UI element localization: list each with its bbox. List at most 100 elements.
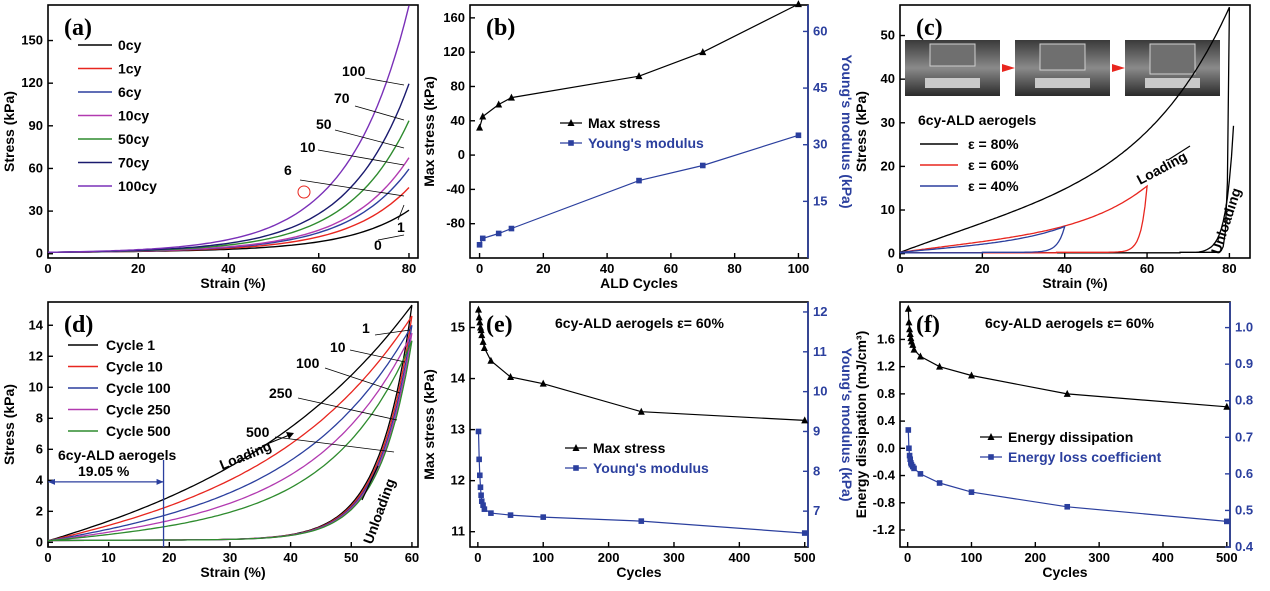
y-tick-label: 4 <box>36 472 44 487</box>
legend-entry: Cycle 250 <box>106 402 171 418</box>
data-point <box>507 93 515 101</box>
curve-leader <box>324 367 401 394</box>
legend-marker <box>988 454 994 460</box>
legend-marker <box>568 140 574 146</box>
curve-leader <box>274 436 395 453</box>
y-tick-label: 0 <box>36 246 43 261</box>
loading-arrow <box>1167 145 1191 161</box>
y2-tick-label: 7 <box>813 503 820 518</box>
y2-tick-label: 60 <box>813 23 827 38</box>
legend-entry: Young's modulus <box>588 135 704 151</box>
data-point <box>481 506 488 512</box>
legend-marker <box>572 444 580 451</box>
x-tick-label: 0 <box>474 550 481 565</box>
arrow-right-icon <box>156 478 164 485</box>
x-axis-label: Cycles <box>1042 564 1087 580</box>
curve-leader <box>317 149 405 166</box>
photo-platen <box>1149 43 1196 75</box>
y2-tick-label: 0.8 <box>1235 393 1253 408</box>
x-tick-label: 60 <box>405 550 419 565</box>
curve-label: 50 <box>316 116 332 132</box>
data-point <box>906 325 914 333</box>
y-axis-label: Stress (kPa) <box>853 91 869 172</box>
panel-e: 0 100 200 300 400 500 11 12 13 14 15 7 8 9 10 11 12 Cycle… <box>421 301 855 580</box>
photo-platen <box>1039 43 1086 71</box>
data-point <box>699 48 707 56</box>
series-line-Cycle 1 <box>47 304 413 542</box>
data-point <box>478 331 486 339</box>
data-point <box>906 329 914 337</box>
data-point <box>539 379 547 387</box>
x-tick-label: 20 <box>536 261 550 276</box>
data-point <box>936 362 944 370</box>
data-point <box>474 305 482 313</box>
legend-entry: 6cy <box>118 84 142 100</box>
legend-entry: Energy dissipation <box>1008 429 1133 445</box>
data-point <box>910 345 918 353</box>
data-point <box>508 225 515 232</box>
legend-entry: 10cy <box>118 108 149 124</box>
series-line-reload <box>1196 125 1235 253</box>
data-point <box>906 452 913 459</box>
legend-entry: 100cy <box>118 178 157 194</box>
x-axis-label: Strain (%) <box>200 564 265 580</box>
series-line-Cycle 10 <box>47 315 413 542</box>
data-point <box>916 352 924 360</box>
y2-tick-label: 45 <box>813 80 827 95</box>
y2-tick-label: 0.9 <box>1235 356 1253 371</box>
y-tick-label: 1.6 <box>877 331 895 346</box>
y-tick-label: 11 <box>451 524 465 539</box>
plot-frame <box>899 4 1251 259</box>
unloading-label: Unloading <box>1208 186 1244 256</box>
data-point <box>478 492 484 499</box>
panel-title: 6cy-ALD aerogels ε= 60% <box>985 315 1154 331</box>
curve-leader <box>377 234 405 241</box>
unloading-arrow <box>361 465 379 501</box>
data-point <box>636 177 642 184</box>
curve-label: 250 <box>269 385 293 401</box>
y-tick-label: 12 <box>29 348 43 363</box>
y-tick-label: 15 <box>451 320 465 335</box>
legend-entry: 1cy <box>118 61 142 77</box>
data-point <box>479 235 486 242</box>
series-line-Max stress <box>479 3 799 128</box>
arrow-head-icon <box>286 432 294 439</box>
curve-leader <box>334 129 405 149</box>
data-point <box>476 318 484 326</box>
y-tick-label: 60 <box>29 160 43 175</box>
y-tick-label: 14 <box>29 317 44 332</box>
y-axis-label: Max stress (kPa) <box>421 76 437 187</box>
data-point <box>507 512 514 518</box>
data-point <box>1223 402 1231 410</box>
y-axis-label: Max stress (kPa) <box>421 369 437 480</box>
x-axis-label: Strain (%) <box>200 275 265 291</box>
y-tick-label: 10 <box>881 202 895 217</box>
series-line-70cy <box>48 83 410 253</box>
x-tick-label: 40 <box>600 261 614 276</box>
y-tick-label: 80 <box>451 78 465 93</box>
data-point <box>801 416 809 424</box>
arrow-left-icon <box>48 478 55 485</box>
data-point <box>699 162 706 169</box>
y-tick-label: 50 <box>881 28 895 43</box>
y2-tick-label: 8 <box>813 463 820 478</box>
data-point <box>495 230 502 237</box>
curve-leader <box>299 179 405 197</box>
panel-label: (a) <box>64 15 92 41</box>
curve-label: 70 <box>334 90 350 106</box>
loading-label: Loading <box>1134 148 1190 188</box>
x-tick-label: 300 <box>663 550 685 565</box>
data-point <box>904 304 912 312</box>
data-point <box>905 318 913 326</box>
y2-axis-label: Young's modulus (kPa) <box>839 55 855 209</box>
panel-b: 0 20 40 60 80 100-80-400408012016015304560ALD… <box>421 0 855 291</box>
y-tick-label: 160 <box>443 10 465 25</box>
legend-marker <box>567 119 575 126</box>
series-line-ε = 40% <box>899 225 1066 254</box>
data-point <box>967 371 975 379</box>
data-point <box>635 72 643 80</box>
data-point <box>477 472 483 479</box>
data-point <box>637 407 645 415</box>
data-point <box>917 471 924 477</box>
legend-entry: Young's modulus <box>593 460 709 476</box>
